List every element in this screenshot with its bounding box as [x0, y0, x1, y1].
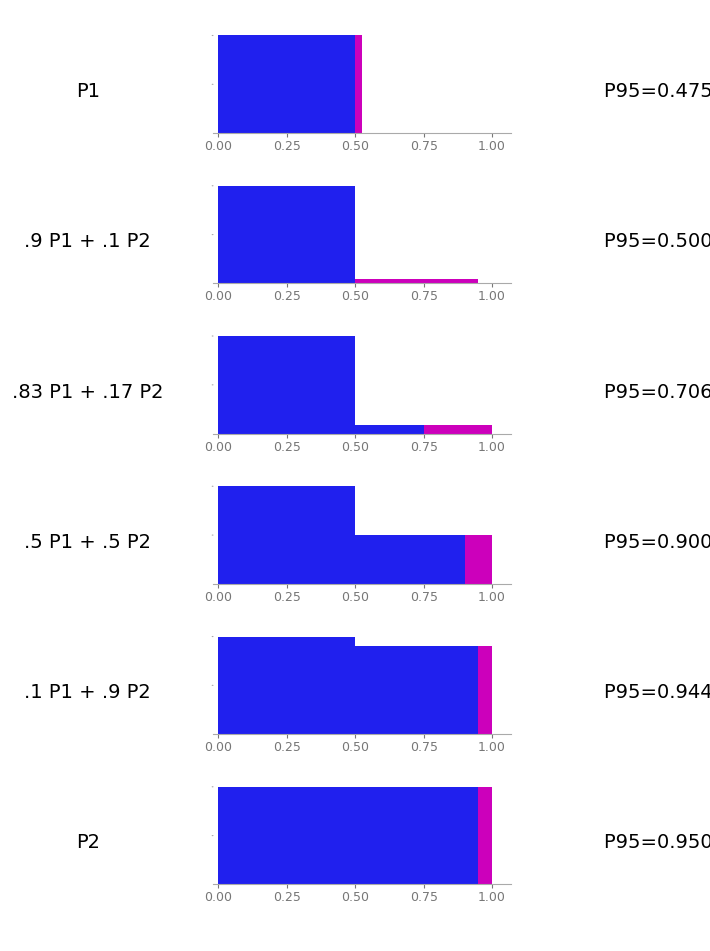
Text: P95=0.706 s: P95=0.706 s — [604, 382, 710, 401]
Text: .83 P1 + .17 P2: .83 P1 + .17 P2 — [12, 382, 163, 401]
Bar — [464, 535, 492, 584]
Text: P95=0.500 s: P95=0.500 s — [604, 232, 710, 251]
Text: P2: P2 — [76, 833, 100, 852]
Bar — [219, 786, 492, 884]
Text: .5 P1 + .5 P2: .5 P1 + .5 P2 — [24, 533, 151, 552]
Bar — [219, 185, 355, 283]
Bar — [355, 35, 362, 133]
Text: P95=0.950 s: P95=0.950 s — [604, 833, 710, 852]
Text: P95=0.900 s: P95=0.900 s — [604, 533, 710, 552]
Bar — [355, 279, 479, 283]
Text: .1 P1 + .9 P2: .1 P1 + .9 P2 — [24, 683, 151, 702]
Bar — [479, 786, 492, 884]
Text: .9 P1 + .1 P2: .9 P1 + .1 P2 — [24, 232, 151, 251]
Bar — [219, 486, 355, 584]
Bar — [355, 425, 424, 434]
Bar — [219, 336, 355, 434]
Bar — [479, 647, 492, 734]
Text: P1: P1 — [76, 82, 100, 101]
Bar — [424, 425, 492, 434]
Text: P95=0.944 s: P95=0.944 s — [604, 683, 710, 702]
Bar — [355, 647, 479, 734]
Text: P95=0.475 s: P95=0.475 s — [604, 82, 710, 101]
Bar — [355, 535, 464, 584]
Bar — [219, 35, 355, 133]
Bar — [219, 636, 355, 734]
